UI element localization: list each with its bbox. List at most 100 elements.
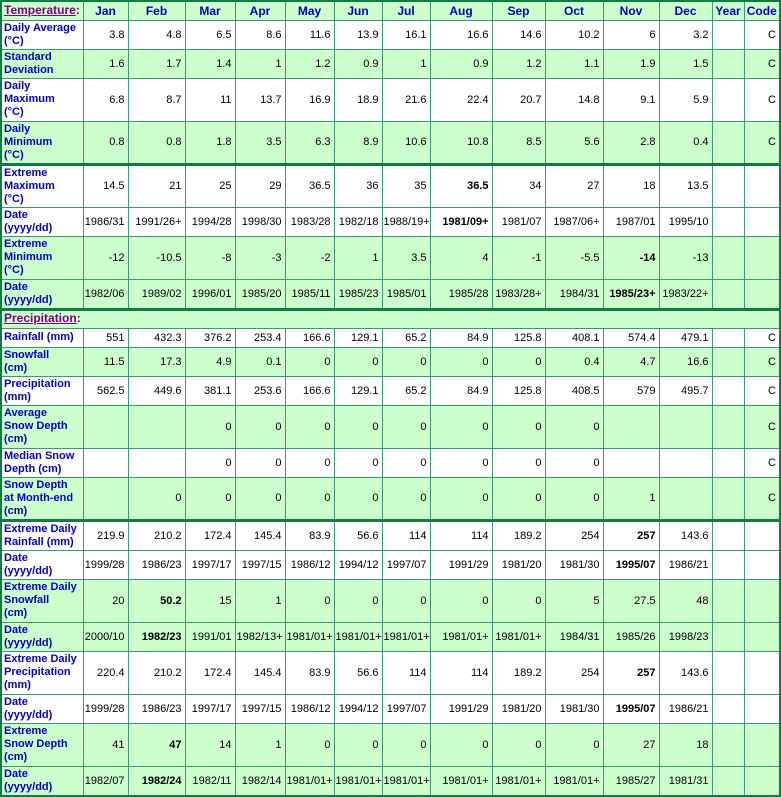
data-cell: 1.1: [544, 48, 604, 79]
table-row: Date (yyyy/dd) 1982/06 1989/02 1996/01 1985/…: [0, 278, 781, 310]
data-cell: 6.3: [284, 120, 335, 165]
data-cell: 0: [184, 476, 236, 521]
data-cell: 1981/30: [544, 693, 604, 724]
data-cell: 8.5: [491, 120, 546, 165]
data-cell: 6.8: [82, 77, 129, 122]
row-label: Daily Minimum (°C): [0, 120, 84, 165]
data-cell: 0: [234, 476, 286, 521]
data-cell: 83.9: [284, 518, 335, 551]
year-cell: [711, 278, 745, 310]
data-cell: 1.5: [658, 48, 713, 79]
data-cell: 1981/01+: [544, 765, 604, 796]
code-cell: [743, 278, 781, 310]
temperature-link[interactable]: Temperature: [4, 2, 76, 17]
data-cell: 0: [381, 404, 431, 449]
table-row: Daily Maximum (°C) 6.8 8.7 11 13.7 16.9 18.9 21…: [0, 77, 781, 122]
data-cell: 0: [333, 578, 383, 623]
month-header-apr: Apr: [234, 0, 286, 21]
data-cell: 1982/14: [234, 765, 286, 796]
data-cell: 189.2: [491, 650, 546, 695]
data-cell: 1985/28: [429, 278, 493, 310]
data-cell: 1988/19+: [381, 206, 431, 237]
table-row: Extreme Minimum (°C) -12 -10.5 -8 -3 -2 1 3.5 4-…: [0, 235, 781, 280]
data-cell: 0: [234, 447, 286, 478]
data-cell: 0: [429, 476, 493, 521]
data-cell: 253.4: [234, 327, 286, 348]
data-cell: 4.9: [184, 346, 236, 377]
data-cell: 35: [381, 162, 431, 208]
row-label: Extreme Daily Precipitation (mm): [0, 650, 84, 695]
data-cell: [658, 404, 713, 449]
data-cell: 1.6: [82, 48, 129, 79]
data-cell: 0: [333, 404, 383, 449]
code-cell: C: [743, 48, 781, 79]
row-label: Date (yyyy/dd): [0, 621, 84, 652]
code-cell: C: [743, 346, 781, 377]
data-cell: -13: [658, 235, 713, 280]
month-header-dec: Dec: [658, 0, 713, 21]
year-cell: [711, 48, 745, 79]
data-cell: [602, 404, 660, 449]
data-cell: 1981/01+: [381, 765, 431, 796]
data-cell: 1982/23: [127, 621, 186, 652]
precipitation-link[interactable]: Precipitation: [4, 311, 77, 325]
data-cell: 36: [333, 162, 383, 208]
data-cell: 253.6: [234, 375, 286, 406]
data-cell: 34: [491, 162, 546, 208]
data-cell: 1.4: [184, 48, 236, 79]
year-cell: [711, 346, 745, 377]
data-cell: 166.6: [284, 327, 335, 348]
table-row: Median Snow Depth (cm) 0 0 0 0 0 0 0 0 C: [0, 447, 781, 478]
data-cell: 114: [429, 518, 493, 551]
data-cell: 1981/01+: [333, 621, 383, 652]
data-cell: 1986/31: [82, 206, 129, 237]
data-cell: 0.9: [333, 48, 383, 79]
code-cell: [743, 722, 781, 767]
data-cell: 219.9: [82, 518, 129, 551]
row-label: Extreme Maximum (°C): [0, 162, 84, 208]
data-cell: 8.9: [333, 120, 383, 165]
data-cell: 1997/15: [234, 693, 286, 724]
data-cell: 0: [429, 346, 493, 377]
table-row: Date (yyyy/dd) 1999/28 1986/23 1997/17 1997/…: [0, 549, 781, 580]
data-cell: 0: [284, 404, 335, 449]
data-cell: 574.4: [602, 327, 660, 348]
data-cell: 0: [381, 447, 431, 478]
table-row: Extreme Maximum (°C) 14.5 21 25 29 36.5 36 35 36…: [0, 162, 781, 208]
data-cell: -3: [234, 235, 286, 280]
data-cell: 1981/01+: [491, 765, 546, 796]
year-cell: [711, 162, 745, 208]
table-row: Date (yyyy/dd) 1982/07 1982/24 1982/11 1982/…: [0, 765, 781, 796]
data-cell: 14.6: [491, 19, 546, 50]
data-cell: 1.8: [184, 120, 236, 165]
row-label: Daily Average (°C): [0, 19, 84, 50]
data-cell: 145.4: [234, 518, 286, 551]
data-cell: 8.7: [127, 77, 186, 122]
data-cell: 1985/27: [602, 765, 660, 796]
data-cell: 0: [333, 722, 383, 767]
data-cell: 408.5: [544, 375, 604, 406]
data-cell: 1981/01+: [284, 621, 335, 652]
data-cell: 83.9: [284, 650, 335, 695]
row-label: Precipitation (mm): [0, 375, 84, 406]
code-cell: [743, 650, 781, 695]
month-header-jul: Jul: [381, 0, 431, 21]
table-row: Extreme Snow Depth (cm) 41 47 14 1 0 0 0 0 0 0 27 18: [0, 722, 781, 767]
data-cell: 16.6: [429, 19, 493, 50]
data-cell: 408.1: [544, 327, 604, 348]
data-cell: 210.2: [127, 650, 186, 695]
data-cell: 84.9: [429, 375, 493, 406]
table-row: Standard Deviation 1.6 1.7 1.4 1 1.2 0.9 1 0.9 1.…: [0, 48, 781, 79]
data-cell: 0: [491, 346, 546, 377]
data-cell: 0: [284, 447, 335, 478]
data-cell: 114: [429, 650, 493, 695]
table-row: Extreme Daily Precipitation (mm) 220.4 210…: [0, 650, 781, 695]
year-cell: [711, 518, 745, 551]
year-cell: [711, 327, 745, 348]
row-label: Date (yyyy/dd): [0, 278, 84, 310]
data-cell: 56.6: [333, 518, 383, 551]
data-cell: 0.8: [82, 120, 129, 165]
year-cell: [711, 549, 745, 580]
data-cell: 0: [333, 476, 383, 521]
data-cell: 1986/23: [127, 549, 186, 580]
